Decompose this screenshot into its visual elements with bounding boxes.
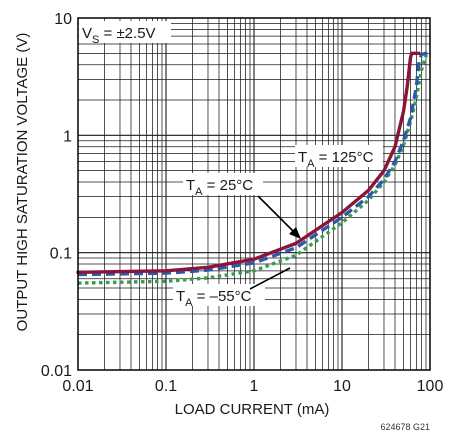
series-25c [77,51,430,277]
annotation-125c: TA = 125°C [298,149,374,170]
x-axis-label: LOAD CURRENT (mA) [175,401,330,418]
x-tick-label: 0.01 [62,378,93,395]
annotations: VS = ±2.5V TA = 125°C TA = 25°C TA = –55°C [79,21,383,309]
series-group [76,51,431,285]
y-tick-label: 10 [54,11,72,28]
annotation-minus55c-bg [173,284,265,306]
y-tick-label: 1 [63,128,72,145]
y-axis-label: OUTPUT HIGH SATURATION VOLTAGE (V) [14,33,31,332]
annotation-vs: VS = ±2.5V [82,25,156,46]
plot-frame [77,17,431,371]
leader-minus55c [249,267,291,290]
annotation-25c: TA = 25°C [186,177,253,198]
annotation-minus55c: TA = –55°C [176,288,252,309]
series-125c [76,51,421,274]
x-tick-label: 1 [250,378,259,395]
x-tick-label: 0.1 [155,378,177,395]
y-tick-label: 0.1 [50,246,72,263]
annotation-125c-bg [295,145,383,167]
annotation-vs-bg [79,21,171,43]
annotation-25c-bg [183,173,263,195]
x-tick-label: 100 [417,378,444,395]
tick-labels: 0.01 0.1 1 10 100 0.01 0.1 1 10 [41,11,444,395]
arrow-25c-head [289,227,301,239]
arrow-25c-line [257,195,297,235]
y-tick-label: 0.01 [41,363,72,380]
series-minus55c [77,51,431,285]
figure-id: 624678 G21 [380,422,430,432]
x-tick-label: 10 [333,378,351,395]
